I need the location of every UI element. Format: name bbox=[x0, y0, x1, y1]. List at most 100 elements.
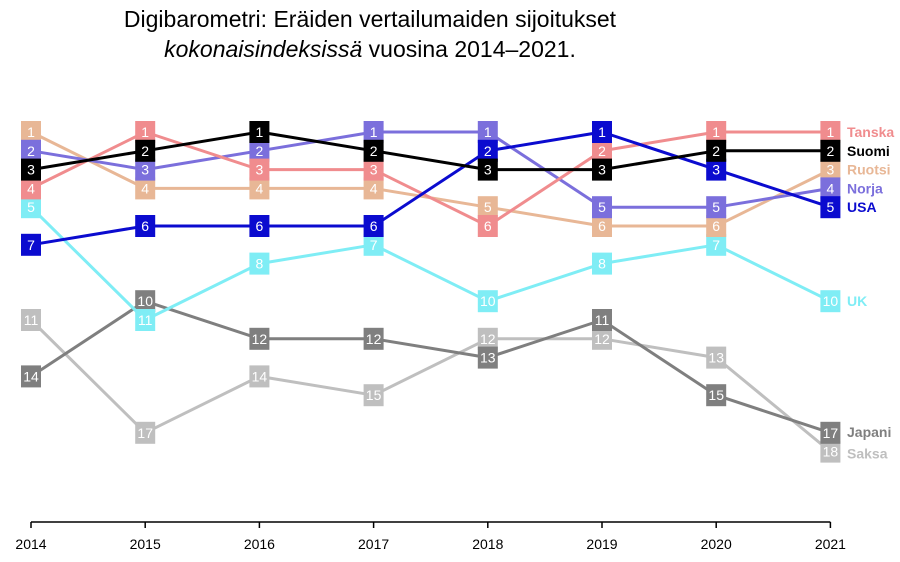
data-point-marker bbox=[21, 233, 41, 256]
data-point-label: 6 bbox=[484, 218, 492, 234]
data-point-label: 2 bbox=[827, 143, 835, 159]
data-point-marker bbox=[820, 121, 841, 143]
series-line bbox=[30, 130, 831, 172]
data-point-marker bbox=[135, 215, 156, 237]
data-point-marker bbox=[706, 139, 727, 162]
data-point-marker bbox=[135, 309, 156, 331]
series-uk: 5 11 8 7 10 8 7 10 UK bbox=[21, 196, 867, 331]
x-axis: 2014 2015 2016 2017 2018 2019 2020 2021 bbox=[15, 521, 846, 552]
x-tick-label: 2019 bbox=[586, 536, 617, 552]
data-point-marker bbox=[592, 121, 612, 143]
series-line bbox=[30, 130, 831, 228]
data-point-marker bbox=[820, 177, 841, 200]
data-point-label: 11 bbox=[595, 312, 610, 328]
data-point-marker bbox=[706, 384, 727, 407]
series-end-label: UK bbox=[847, 293, 867, 309]
data-point-marker bbox=[363, 327, 384, 350]
data-point-label: 1 bbox=[712, 124, 720, 140]
series-line bbox=[29, 318, 832, 453]
data-point-label: 3 bbox=[598, 162, 606, 178]
data-point-marker bbox=[592, 139, 612, 162]
data-point-marker bbox=[477, 346, 498, 369]
data-point-marker bbox=[706, 121, 727, 143]
data-point-label: 1 bbox=[256, 124, 264, 140]
title-line-1: Digibarometri: Eräiden vertailumaiden si… bbox=[123, 6, 617, 32]
data-point-label: 3 bbox=[712, 162, 720, 178]
data-point-label: 4 bbox=[141, 180, 149, 196]
data-point-marker bbox=[592, 327, 612, 350]
data-point-label: 1 bbox=[827, 124, 835, 140]
title-italic-part: kokonaisindeksissä bbox=[164, 36, 363, 62]
data-point-marker bbox=[477, 139, 498, 162]
data-point-label: 8 bbox=[256, 256, 264, 272]
data-point-marker bbox=[21, 365, 41, 388]
data-point-label: 2 bbox=[598, 143, 606, 159]
data-point-label: 5 bbox=[484, 199, 492, 215]
data-point-marker bbox=[592, 158, 612, 181]
data-point-label: 5 bbox=[827, 199, 835, 215]
x-tick-label: 2016 bbox=[244, 536, 275, 552]
series-end-label: Japani bbox=[847, 424, 891, 440]
data-point-marker bbox=[135, 158, 156, 181]
data-point-label: 18 bbox=[823, 444, 839, 460]
data-point-label: 5 bbox=[27, 199, 35, 215]
data-point-marker bbox=[820, 158, 841, 181]
data-point-marker bbox=[249, 215, 270, 237]
series-end-label: USA bbox=[847, 199, 877, 215]
series-end-label: Tanska bbox=[847, 124, 894, 140]
data-point-label: 8 bbox=[598, 256, 606, 272]
data-point-label: 3 bbox=[27, 162, 35, 178]
data-point-marker bbox=[21, 121, 41, 143]
data-point-label: 3 bbox=[370, 162, 378, 178]
data-point-label: 6 bbox=[598, 218, 606, 234]
data-point-marker bbox=[249, 139, 270, 162]
data-point-label: 2 bbox=[256, 143, 264, 159]
data-point-label: 7 bbox=[27, 237, 35, 253]
data-point-marker bbox=[820, 440, 841, 463]
data-point-label: 6 bbox=[712, 218, 720, 234]
series-end-label: Suomi bbox=[847, 143, 890, 159]
data-point-marker bbox=[592, 252, 612, 275]
series-line bbox=[29, 206, 832, 322]
data-point-marker bbox=[477, 121, 498, 143]
series-line bbox=[30, 130, 831, 247]
data-point-label: 2 bbox=[141, 143, 149, 159]
data-point-marker bbox=[477, 290, 498, 313]
data-point-marker bbox=[706, 215, 727, 237]
data-point-label: 2 bbox=[484, 143, 492, 159]
data-point-marker bbox=[706, 346, 727, 369]
data-point-marker bbox=[363, 121, 384, 143]
data-point-label: 7 bbox=[712, 237, 720, 253]
data-point-marker bbox=[249, 177, 270, 200]
data-point-label: 15 bbox=[708, 387, 724, 403]
data-point-label: 6 bbox=[256, 218, 264, 234]
data-point-label: 2 bbox=[370, 143, 378, 159]
data-point-marker bbox=[477, 327, 498, 350]
data-point-label: 1 bbox=[370, 124, 378, 140]
data-point-label: 13 bbox=[480, 350, 496, 366]
series-end-label: Norja bbox=[847, 180, 883, 196]
series-suomi: 3 2 1 2 3 3 2 2 Suomi bbox=[21, 121, 890, 181]
data-point-marker bbox=[706, 196, 727, 219]
data-point-marker bbox=[477, 196, 498, 219]
data-point-marker bbox=[249, 327, 270, 350]
data-point-label: 12 bbox=[480, 331, 496, 347]
x-tick-label: 2015 bbox=[130, 536, 161, 552]
data-point-marker bbox=[477, 215, 498, 237]
data-point-marker bbox=[592, 309, 612, 331]
data-point-label: 6 bbox=[370, 218, 378, 234]
data-point-marker bbox=[21, 158, 41, 181]
data-point-marker bbox=[21, 309, 41, 331]
data-point-marker bbox=[249, 365, 270, 388]
series-usa: 7 6 6 6 2 1 3 5 USA bbox=[21, 121, 877, 256]
data-point-label: 11 bbox=[138, 312, 153, 328]
data-point-marker bbox=[135, 290, 156, 313]
data-point-marker bbox=[820, 421, 841, 444]
data-point-marker bbox=[21, 196, 41, 219]
data-point-marker bbox=[820, 290, 841, 313]
data-point-label: 2 bbox=[712, 143, 720, 159]
data-point-label: 3 bbox=[827, 162, 835, 178]
data-point-marker bbox=[820, 139, 841, 162]
data-point-label: 14 bbox=[252, 368, 268, 384]
